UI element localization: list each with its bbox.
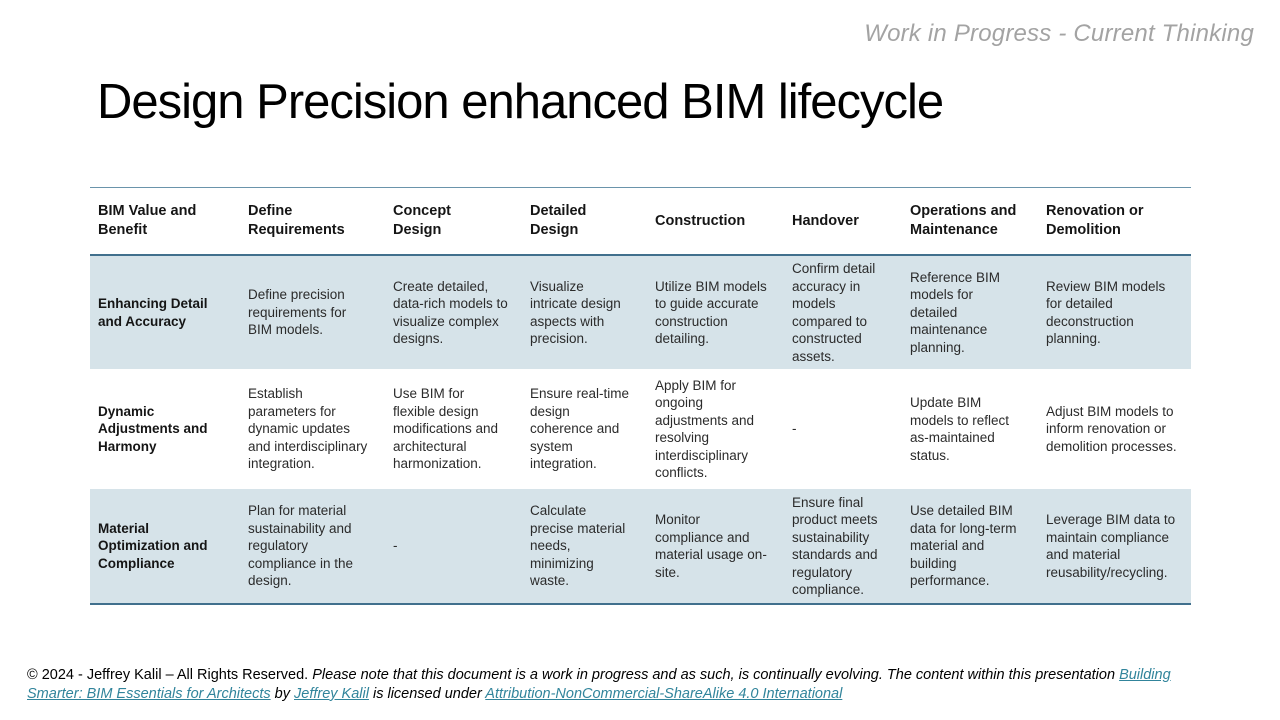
row-label: Dynamic Adjustments and Harmony [98, 403, 208, 454]
footer-note: Please note that this document is a work… [312, 667, 1120, 683]
table-cell: Ensure real-time design coherence and sy… [530, 386, 630, 472]
table-cell: Leverage BIM data to maintain compliance… [1038, 489, 1191, 605]
table-cell: Create detailed, data-rich models to vis… [393, 278, 508, 347]
table-cell: Adjust BIM models to inform renovation o… [1046, 403, 1177, 454]
table-cell: Visualize intricate design aspects with … [530, 278, 621, 347]
table-cell: Update BIM models to reflect as-maintain… [910, 395, 1010, 463]
column-header-construction: Construction [647, 187, 784, 256]
status-note: Work in Progress - Current Thinking [864, 20, 1254, 47]
copyright-text: © 2024 - Jeffrey Kalil – All Rights Rese… [27, 667, 313, 683]
table-row-enhancing-detail: Enhancing Detail and Accuracy Define pre… [90, 255, 1191, 369]
footer: © 2024 - Jeffrey Kalil – All Rights Rese… [27, 666, 1255, 704]
table-cell: Reference BIM models for detailed mainte… [910, 269, 1001, 355]
column-header-operations-maintenance: Operations and Maintenance [902, 187, 1038, 256]
table-cell: Apply BIM for ongoing adjustments and re… [655, 377, 755, 481]
column-header-detailed-design: Detailed Design [522, 187, 647, 256]
link-license[interactable]: Attribution-NonCommercial-ShareAlike 4.0… [485, 686, 843, 702]
table-cell: Review BIM models for detailed deconstru… [1046, 278, 1166, 347]
table-cell: Define precision requirements for BIM mo… [248, 287, 347, 338]
footer-licensed-text: is licensed under [368, 686, 486, 702]
table-header-row: BIM Value and Benefit Define Requirement… [90, 187, 1191, 256]
table-cell: - [792, 421, 797, 437]
column-header-concept-design: Concept Design [385, 187, 522, 256]
table-cell: Utilize BIM models to guide accurate con… [655, 278, 767, 347]
table-cell: Establish parameters for dynamic updates… [248, 386, 368, 472]
footer-line-2: Smarter: BIM Essentials for Architects b… [27, 685, 1255, 704]
table-row-material-optimization: Material Optimization and Compliance Pla… [90, 489, 1191, 605]
table-cell: Plan for material sustainability and reg… [240, 489, 385, 605]
column-header-define-requirements: Define Requirements [240, 187, 385, 256]
bim-lifecycle-table: BIM Value and Benefit Define Requirement… [90, 187, 1191, 605]
table-cell: Ensure final product meets sustainabilit… [784, 489, 902, 605]
link-building-smarter-line1[interactable]: Building [1119, 667, 1171, 683]
footer-by-text: by [270, 686, 294, 702]
column-header-handover: Handover [784, 187, 902, 256]
table-cell: Calculate precise material needs, minimi… [522, 489, 647, 605]
column-header-renovation-demolition: Renovation or Demolition [1038, 187, 1191, 256]
table-cell: Use detailed BIM data for long-term mate… [902, 489, 1038, 605]
footer-line-1: © 2024 - Jeffrey Kalil – All Rights Rese… [27, 666, 1255, 685]
column-header-bim-value: BIM Value and Benefit [90, 187, 240, 256]
table-cell: Use BIM for flexible design modification… [393, 386, 499, 472]
table-cell: Confirm detail accuracy in models compar… [792, 261, 876, 364]
row-label: Enhancing Detail and Accuracy [98, 296, 208, 329]
row-label: Material Optimization and Compliance [90, 489, 240, 605]
table-cell: Monitor compliance and material usage on… [647, 489, 784, 605]
link-building-smarter-line2[interactable]: Smarter: BIM Essentials for Architects [27, 686, 271, 702]
page-title: Design Precision enhanced BIM lifecycle [97, 75, 944, 129]
link-author[interactable]: Jeffrey Kalil [294, 686, 369, 702]
table-cell: - [385, 489, 522, 605]
table-row-dynamic-adjustments: Dynamic Adjustments and Harmony Establis… [90, 369, 1191, 489]
